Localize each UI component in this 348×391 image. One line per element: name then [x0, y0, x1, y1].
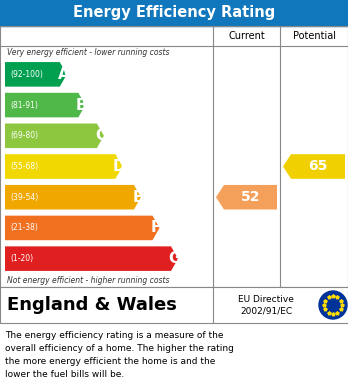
Bar	[0, 0, 348, 26]
Text: Very energy efficient - lower running costs: Very energy efficient - lower running co…	[7, 48, 169, 57]
Bar	[0, 26, 348, 287]
Text: 65: 65	[308, 160, 328, 174]
Text: C: C	[95, 128, 106, 143]
Text: Energy Efficiency Rating: Energy Efficiency Rating	[73, 5, 275, 20]
Text: D: D	[113, 159, 125, 174]
Text: (55-68): (55-68)	[10, 162, 38, 171]
Text: (92-100): (92-100)	[10, 70, 43, 79]
Text: 52: 52	[241, 190, 260, 204]
Text: Potential: Potential	[293, 31, 335, 41]
Text: B: B	[76, 98, 88, 113]
Text: F: F	[151, 221, 161, 235]
Text: (21-38): (21-38)	[10, 223, 38, 232]
Text: Not energy efficient - higher running costs: Not energy efficient - higher running co…	[7, 276, 169, 285]
Text: EU Directive: EU Directive	[238, 295, 294, 304]
Polygon shape	[216, 185, 277, 210]
Text: (69-80): (69-80)	[10, 131, 38, 140]
Polygon shape	[5, 216, 159, 240]
Polygon shape	[283, 154, 345, 179]
Circle shape	[319, 291, 347, 319]
Text: 2002/91/EC: 2002/91/EC	[240, 307, 292, 316]
Text: G: G	[168, 251, 181, 266]
Text: E: E	[132, 190, 143, 205]
Polygon shape	[5, 124, 104, 148]
Text: Current: Current	[228, 31, 265, 41]
Text: (39-54): (39-54)	[10, 193, 38, 202]
Polygon shape	[5, 185, 141, 210]
Text: A: A	[57, 67, 69, 82]
Polygon shape	[5, 154, 122, 179]
Bar	[0, 287, 348, 323]
Polygon shape	[5, 93, 85, 117]
Text: The energy efficiency rating is a measure of the
overall efficiency of a home. T: The energy efficiency rating is a measur…	[5, 331, 234, 379]
Polygon shape	[5, 62, 67, 87]
Text: (1-20): (1-20)	[10, 254, 33, 263]
Text: (81-91): (81-91)	[10, 100, 38, 109]
Text: England & Wales: England & Wales	[7, 296, 177, 314]
Polygon shape	[5, 246, 178, 271]
